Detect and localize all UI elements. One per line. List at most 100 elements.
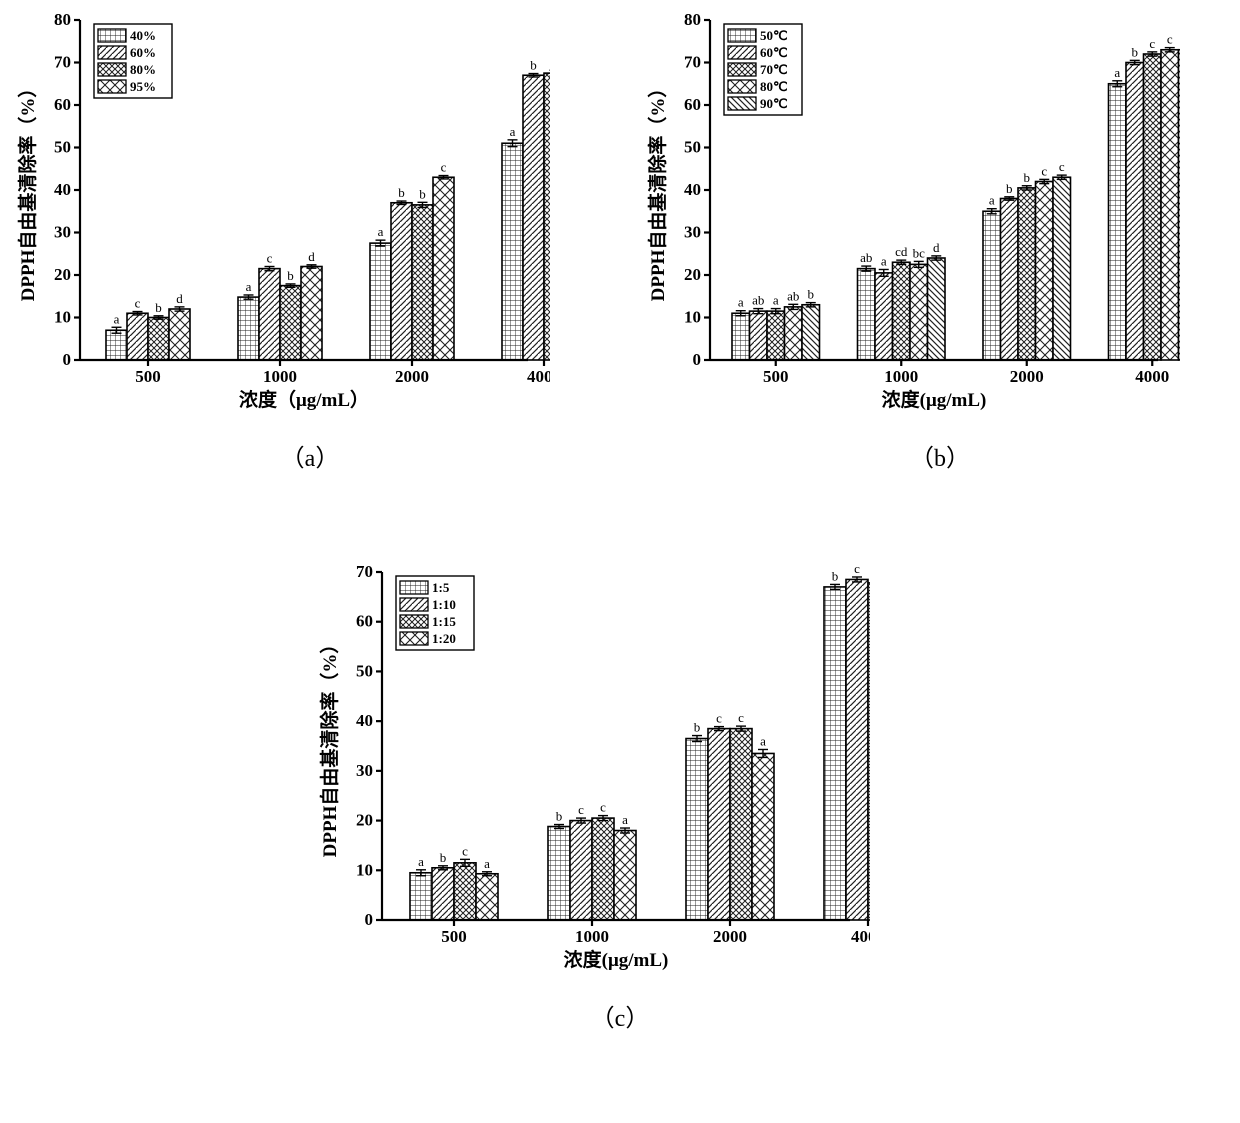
- legend-swatch: [400, 615, 428, 628]
- bar: [824, 587, 846, 920]
- svg-text:20: 20: [684, 265, 701, 284]
- legend-swatch: [728, 46, 756, 59]
- svg-text:ab: ab: [787, 288, 799, 303]
- svg-text:cd: cd: [895, 244, 908, 259]
- svg-text:浓度(μg/mL): 浓度(μg/mL): [564, 948, 669, 971]
- legend-swatch: [728, 29, 756, 42]
- svg-text:10: 10: [356, 860, 373, 879]
- bar: [412, 205, 433, 360]
- legend-label: 1:10: [432, 597, 456, 612]
- legend-label: 1:15: [432, 614, 456, 629]
- chart-a-svg-host: 01020304050607080DPPH自由基清除率（%）500acbd100…: [10, 0, 610, 420]
- chart-b-svg-host: 01020304050607080DPPH自由基清除率（%）500aabaabb…: [640, 0, 1240, 420]
- svg-text:20: 20: [356, 811, 373, 830]
- legend-label: 80%: [130, 62, 156, 77]
- panel-c: 010203040506070DPPH自由基清除率（%）500abca1000b…: [310, 550, 930, 1033]
- svg-text:浓度（μg/mL）: 浓度（μg/mL）: [239, 388, 369, 411]
- legend-label: 40%: [130, 28, 156, 43]
- panel-b-caption: （b）: [640, 438, 1240, 473]
- svg-text:b: b: [1024, 170, 1031, 185]
- bar: [1126, 63, 1144, 361]
- bar: [592, 818, 614, 920]
- bar: [1018, 188, 1036, 360]
- legend-label: 70℃: [760, 62, 788, 77]
- figure-grid: 01020304050607080DPPH自由基清除率（%）500acbd100…: [0, 0, 1240, 1123]
- svg-text:60: 60: [356, 612, 373, 631]
- svg-text:b: b: [398, 185, 405, 200]
- svg-text:c: c: [716, 711, 722, 726]
- legend-swatch: [98, 46, 126, 59]
- legend-label: 60℃: [760, 45, 788, 60]
- bar: [802, 305, 820, 360]
- svg-text:1000: 1000: [263, 367, 297, 386]
- svg-text:ab: ab: [752, 293, 764, 308]
- bar: [686, 739, 708, 920]
- chart-a: 01020304050607080DPPH自由基清除率（%）500acbd100…: [10, 0, 550, 420]
- svg-text:b: b: [530, 58, 537, 73]
- bar: [548, 827, 570, 920]
- bar: [928, 258, 946, 360]
- bar: [454, 863, 476, 920]
- svg-text:4000: 4000: [851, 927, 870, 946]
- svg-text:c: c: [1149, 36, 1155, 51]
- svg-text:bc: bc: [913, 245, 926, 260]
- legend-swatch: [728, 80, 756, 93]
- svg-text:c: c: [135, 296, 141, 311]
- svg-text:0: 0: [63, 350, 72, 369]
- bar: [127, 313, 148, 360]
- bar: [732, 313, 750, 360]
- bar: [846, 579, 868, 920]
- bar: [1036, 182, 1054, 361]
- svg-text:a: a: [1114, 65, 1120, 80]
- bar: [502, 143, 523, 360]
- legend-label: 90℃: [760, 96, 788, 111]
- svg-text:50: 50: [54, 138, 71, 157]
- bar: [370, 243, 391, 360]
- svg-text:50: 50: [684, 138, 701, 157]
- svg-text:d: d: [933, 240, 940, 255]
- bar: [169, 309, 190, 360]
- svg-text:2000: 2000: [713, 927, 747, 946]
- svg-text:c: c: [1059, 159, 1065, 174]
- svg-text:b: b: [694, 720, 701, 735]
- svg-text:a: a: [510, 124, 516, 139]
- bar: [910, 264, 928, 360]
- bar: [1001, 199, 1019, 361]
- svg-text:b: b: [419, 186, 426, 201]
- svg-text:a: a: [760, 733, 766, 748]
- svg-text:c: c: [600, 800, 606, 815]
- svg-text:a: a: [418, 854, 424, 869]
- bar: [614, 831, 636, 920]
- legend-swatch: [98, 29, 126, 42]
- panel-c-caption: （c）: [310, 998, 930, 1033]
- svg-text:c: c: [1041, 163, 1047, 178]
- bar: [785, 307, 803, 360]
- svg-text:a: a: [881, 253, 887, 268]
- svg-text:60: 60: [54, 95, 71, 114]
- legend-label: 80℃: [760, 79, 788, 94]
- legend-swatch: [98, 80, 126, 93]
- svg-text:10: 10: [684, 308, 701, 327]
- svg-text:0: 0: [365, 910, 374, 929]
- chart-c: 010203040506070DPPH自由基清除率（%）500abca1000b…: [310, 550, 870, 980]
- svg-text:a: a: [246, 279, 252, 294]
- legend-swatch: [400, 581, 428, 594]
- bar: [280, 286, 301, 360]
- bar: [432, 868, 454, 920]
- svg-text:40: 40: [54, 180, 71, 199]
- panel-a: 01020304050607080DPPH自由基清除率（%）500acbd100…: [10, 0, 610, 473]
- svg-text:70: 70: [54, 53, 71, 72]
- svg-text:a: a: [738, 295, 744, 310]
- svg-text:500: 500: [135, 367, 161, 386]
- chart-b: 01020304050607080DPPH自由基清除率（%）500aabaabb…: [640, 0, 1180, 420]
- svg-text:70: 70: [684, 53, 701, 72]
- bar: [148, 318, 169, 361]
- svg-text:a: a: [484, 856, 490, 871]
- svg-text:4000: 4000: [1135, 367, 1169, 386]
- svg-text:浓度(μg/mL): 浓度(μg/mL): [882, 388, 987, 411]
- svg-text:10: 10: [54, 308, 71, 327]
- svg-text:a: a: [114, 311, 120, 326]
- bar: [893, 262, 911, 360]
- bar: [301, 267, 322, 361]
- svg-text:b: b: [1006, 181, 1013, 196]
